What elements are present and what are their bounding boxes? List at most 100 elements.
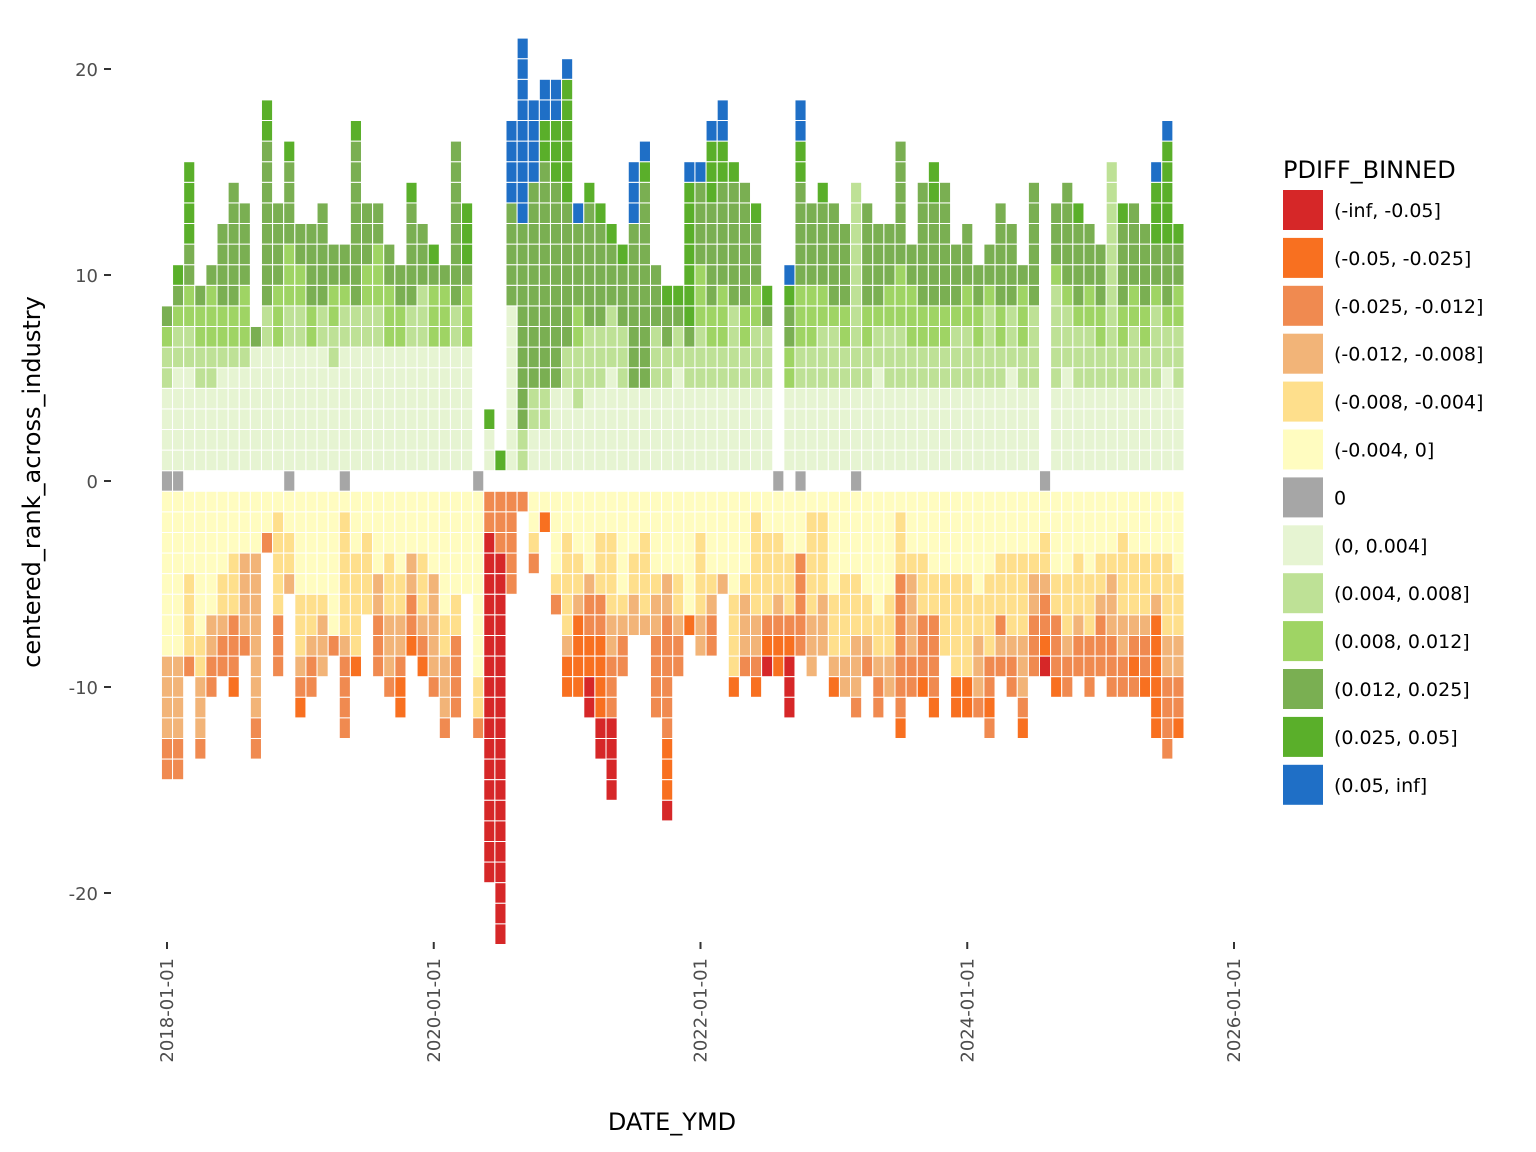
cell-negative	[238, 614, 251, 637]
cell-negative	[683, 490, 696, 513]
cell-positive	[260, 449, 274, 472]
cell-negative	[961, 593, 974, 616]
cell-negative	[883, 532, 896, 554]
cell-negative	[1072, 655, 1085, 678]
cell-positive	[316, 284, 329, 307]
cell-positive	[394, 346, 407, 369]
cell-positive	[816, 284, 829, 307]
cell-positive	[983, 305, 996, 327]
cell-positive	[1094, 387, 1107, 410]
cell-negative	[1016, 593, 1029, 616]
cell-negative	[761, 511, 774, 533]
cell-positive	[349, 181, 363, 204]
cell-positive	[750, 202, 763, 224]
cell-negative	[183, 552, 196, 575]
cell-positive	[561, 429, 574, 451]
cell-negative	[160, 655, 174, 678]
cell-negative	[727, 676, 740, 698]
cell-negative	[272, 593, 285, 616]
column-2018-07	[227, 181, 240, 698]
column-2021-07	[627, 161, 640, 637]
cell-positive	[183, 326, 196, 348]
cell-negative	[950, 655, 963, 678]
cell-positive	[827, 367, 840, 389]
cell-positive	[1105, 284, 1118, 307]
cell-negative	[861, 490, 874, 513]
cell-positive	[683, 284, 696, 307]
cell-positive	[805, 202, 818, 224]
cell-negative	[160, 758, 174, 781]
cell-positive	[938, 305, 952, 327]
cell-positive	[938, 202, 952, 224]
cell-negative	[1161, 552, 1174, 575]
cell-positive	[950, 305, 963, 327]
cell-positive	[227, 326, 240, 348]
cell-negative	[194, 552, 207, 575]
cell-negative	[1150, 532, 1163, 554]
cell-positive	[738, 429, 752, 451]
cell-negative	[794, 593, 807, 616]
cell-negative	[1072, 635, 1085, 657]
cell-positive	[694, 243, 707, 266]
cell-negative	[438, 490, 451, 513]
cell-negative	[438, 511, 451, 533]
cell-positive	[1172, 264, 1185, 286]
cell-positive	[627, 387, 640, 410]
cell-negative	[827, 490, 840, 513]
cell-negative	[472, 676, 485, 698]
cell-positive	[816, 346, 829, 369]
cell-negative	[694, 593, 707, 616]
cell-negative	[916, 655, 929, 678]
cell-negative	[594, 676, 607, 698]
cell-positive	[516, 367, 529, 389]
cell-negative	[227, 552, 240, 575]
column-2023-05	[872, 223, 885, 719]
cell-negative	[294, 490, 307, 513]
cell-negative	[1161, 593, 1174, 616]
cell-positive	[405, 429, 418, 451]
cell-positive	[727, 326, 740, 348]
cell-negative	[483, 738, 496, 760]
cell-positive	[238, 367, 251, 389]
cell-positive	[516, 346, 529, 369]
cell-positive	[1083, 326, 1096, 348]
cell-positive	[294, 326, 307, 348]
cell-positive	[1027, 346, 1040, 369]
cell-positive	[305, 284, 318, 307]
cell-positive	[372, 326, 385, 348]
cell-negative	[972, 696, 985, 719]
cell-positive	[894, 408, 907, 430]
cell-positive	[805, 408, 818, 430]
cell-positive	[1161, 326, 1174, 348]
cell-positive	[1083, 367, 1096, 389]
cell-positive	[894, 243, 907, 266]
cell-negative	[983, 635, 996, 657]
cell-negative	[938, 593, 952, 616]
cell-negative	[594, 635, 607, 657]
cell-positive	[1083, 284, 1096, 307]
cell-positive	[916, 284, 929, 307]
cell-positive	[572, 408, 585, 430]
cell-negative	[338, 552, 351, 575]
cell-positive	[905, 367, 918, 389]
cell-positive	[283, 367, 296, 389]
cell-negative	[394, 635, 407, 657]
cell-negative	[850, 593, 863, 616]
cell-positive	[316, 305, 329, 327]
cell-negative	[649, 593, 663, 616]
cell-negative	[950, 614, 963, 637]
cell-negative	[583, 655, 596, 678]
cell-negative	[472, 490, 485, 513]
cell-positive	[727, 387, 740, 410]
cell-negative	[772, 593, 785, 616]
cell-positive	[872, 408, 885, 430]
cell-positive	[1105, 387, 1118, 410]
cell-positive	[238, 202, 251, 224]
cell-positive	[260, 99, 274, 122]
cell-negative	[305, 593, 318, 616]
cell-positive	[416, 367, 429, 389]
cell-positive	[716, 99, 729, 122]
cell-positive	[783, 346, 796, 369]
cell-negative	[605, 635, 618, 657]
cell-positive	[683, 429, 696, 451]
